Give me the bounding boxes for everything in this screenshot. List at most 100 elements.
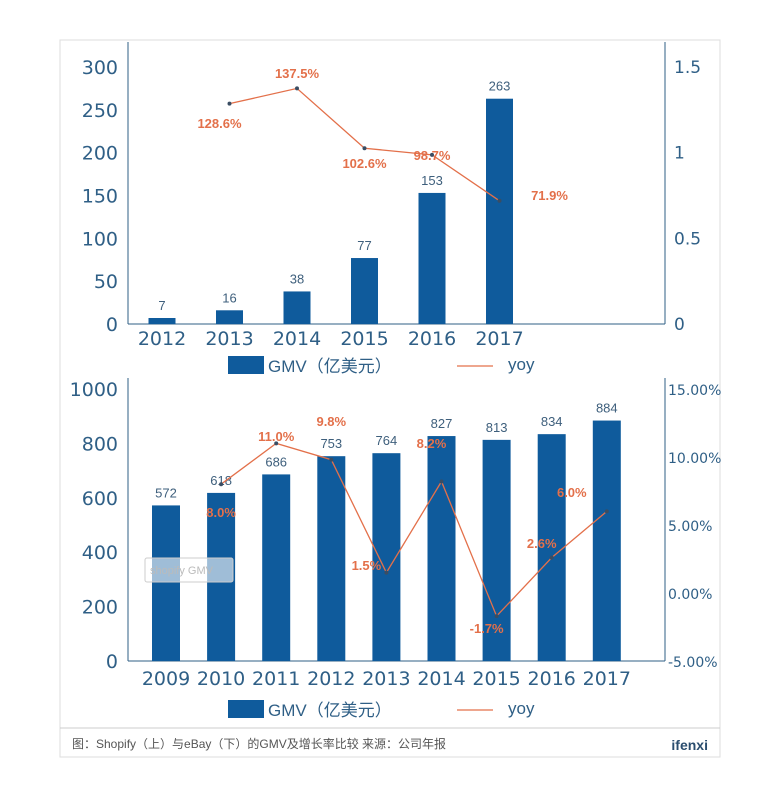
x-tick-label: 2013 — [362, 668, 410, 690]
shopify-chart: 0 50 100 150 200 250 300 0 0.5 1 1.5 2012 2013 2014 20… — [82, 42, 701, 376]
yoy-value-label: 9.8% — [316, 414, 346, 429]
bar-value-label: 764 — [376, 433, 398, 448]
caption: 图：Shopify（上）与eBay（下）的GMV及增长率比较 来源：公司年报 — [72, 736, 446, 751]
ifenxi-logo: ifenxi — [671, 737, 708, 753]
yoy-line — [220, 442, 608, 618]
y-tick-label: 100 — [82, 228, 118, 250]
bar — [317, 456, 346, 661]
y-tick-label: 800 — [82, 433, 118, 455]
bar — [216, 310, 243, 324]
legend-yoy-label: yoy — [508, 355, 535, 374]
ebay-chart: 0 200 400 600 800 1000 -5.00% 0.00% 5.00% 10.00% 1… — [70, 378, 721, 720]
y2-tick-label: 1 — [674, 144, 685, 164]
yoy-line — [229, 87, 500, 202]
y-tick-label: 0 — [106, 651, 118, 673]
bar — [152, 505, 180, 661]
y-tick-label: 200 — [82, 597, 118, 619]
yoy-point — [494, 614, 499, 619]
x-tick-label: 2017 — [583, 668, 631, 690]
y-tick-label: 50 — [94, 271, 118, 293]
y2-tick-label: 5.00% — [668, 519, 712, 535]
x-tick-label: 2017 — [475, 328, 523, 350]
bar-value-label: 753 — [320, 436, 342, 451]
yoy-value-label: -1.7% — [470, 621, 504, 636]
bar-value-label: 7 — [158, 298, 165, 313]
yoy-point — [227, 101, 232, 106]
yoy-value-label: 11.0% — [258, 429, 295, 444]
bar — [482, 439, 511, 661]
bar — [537, 434, 566, 661]
yoy-point — [384, 570, 389, 575]
x-tick-label: 2010 — [197, 668, 245, 690]
yoy-point — [497, 198, 502, 203]
y-tick-label: 0 — [106, 314, 118, 336]
yoy-value-label: 2.6% — [527, 536, 557, 551]
bar — [486, 98, 513, 325]
yoy-value-label: 8.0% — [206, 505, 236, 520]
watermark-label: shopify GMV — [150, 565, 214, 577]
bar — [148, 318, 176, 324]
y-tick-label: 400 — [82, 542, 118, 564]
x-tick-label: 2011 — [252, 668, 300, 690]
y-tick-label: 200 — [82, 143, 118, 165]
y2-tick-label: 15.00% — [668, 383, 721, 399]
yoy-point — [329, 457, 334, 462]
bar-value-label: 263 — [489, 79, 511, 94]
x-tick-label: 2014 — [273, 328, 321, 350]
bar-value-label: 77 — [357, 238, 371, 253]
yoy-value-label: 6.0% — [557, 485, 587, 500]
bar-value-label: 153 — [421, 173, 443, 188]
legend-gmv-label: GMV（亿美元） — [268, 357, 392, 376]
bar — [262, 474, 291, 661]
bar-value-label: 16 — [222, 290, 236, 305]
y2-tick-label: -5.00% — [668, 655, 718, 671]
y-tick-label: 1000 — [70, 379, 118, 401]
legend-gmv-swatch — [228, 356, 264, 374]
x-tick-label: 2013 — [205, 328, 253, 350]
y2-tick-label: 0 — [674, 315, 685, 335]
yoy-point — [295, 86, 299, 91]
bar — [283, 291, 311, 324]
bar-value-label: 38 — [290, 271, 304, 286]
bar — [418, 192, 446, 324]
yoy-value-label: 102.6% — [342, 156, 387, 171]
yoy-point — [604, 509, 609, 514]
legend-yoy-label: yoy — [508, 699, 535, 718]
x-tick-label: 2012 — [138, 328, 186, 350]
bar-value-label: 686 — [265, 454, 287, 469]
x-tick-label: 2015 — [340, 328, 388, 350]
legend-gmv-swatch — [228, 700, 264, 718]
y2-tick-label: 0.00% — [668, 587, 712, 603]
yoy-value-label: 71.9% — [531, 188, 568, 203]
yoy-point — [549, 555, 554, 560]
x-tick-label: 2014 — [417, 668, 465, 690]
x-tick-label: 2016 — [408, 328, 456, 350]
yoy-value-label: 1.5% — [352, 558, 382, 573]
bar-value-label: 572 — [155, 485, 177, 500]
yoy-point — [274, 441, 279, 446]
yoy-value-label: 8.2% — [417, 436, 447, 451]
yoy-value-label: 128.6% — [197, 116, 242, 131]
bar-value-label: 827 — [431, 416, 453, 431]
y2-tick-label: 10.00% — [668, 451, 721, 467]
bar-value-label: 834 — [541, 414, 563, 429]
x-tick-label: 2009 — [142, 668, 190, 690]
x-tick-label: 2015 — [472, 668, 520, 690]
watermark-box — [144, 557, 234, 583]
yoy-value-label: 137.5% — [275, 66, 320, 81]
y-tick-label: 150 — [82, 186, 118, 208]
bar-value-label: 884 — [596, 401, 618, 416]
y-tick-label: 250 — [82, 100, 118, 122]
y2-tick-label: 0.5 — [674, 229, 701, 249]
bar — [427, 436, 456, 661]
legend-gmv-label: GMV（亿美元） — [268, 701, 392, 720]
y-tick-label: 300 — [82, 57, 118, 79]
y2-tick-label: 1.5 — [674, 58, 701, 78]
bar — [592, 420, 621, 661]
yoy-point — [439, 479, 444, 484]
yoy-value-label: 98.7% — [414, 148, 451, 163]
yoy-point — [362, 146, 367, 151]
bar — [351, 258, 378, 324]
bar-value-label: 618 — [210, 473, 232, 488]
